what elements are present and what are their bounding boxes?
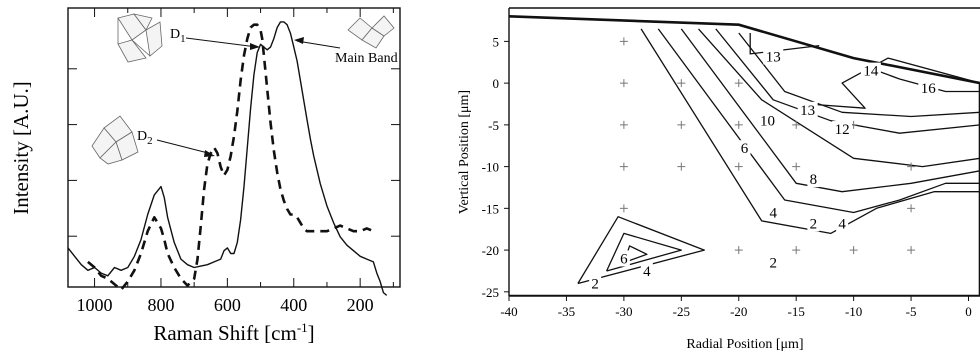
contour-label: 14 xyxy=(863,64,879,80)
contour-label: 13 xyxy=(800,103,815,119)
main-band-structure-icon xyxy=(347,15,395,49)
contour-label-bg xyxy=(738,140,751,157)
main-band-arrow xyxy=(296,40,341,49)
d1-arrow xyxy=(185,37,258,48)
d2-structure-icon xyxy=(91,115,139,165)
contour-label: 2 xyxy=(769,256,777,272)
contour-label: 16 xyxy=(921,81,937,97)
right-x-tick-label: -20 xyxy=(730,304,747,319)
left-ticks xyxy=(68,8,400,287)
left-x-axis-title: Raman Shift [cm-1] xyxy=(153,320,314,345)
contour-line xyxy=(807,57,980,109)
contour-label: 2 xyxy=(810,216,818,232)
d2-arrow xyxy=(156,139,213,155)
contour-label-bg xyxy=(807,171,820,188)
dashed-spectrum-line xyxy=(87,23,377,292)
main-band-label: Main Band xyxy=(335,51,398,66)
contour-label: 4 xyxy=(769,206,777,222)
contour-line xyxy=(657,28,980,214)
contour-label: 13 xyxy=(766,49,781,65)
right-y-tick-label: 0 xyxy=(493,76,500,91)
contour-line xyxy=(749,33,820,55)
contour-label-bg xyxy=(918,80,939,97)
left-plot-frame xyxy=(67,7,401,288)
d1-structure-icon xyxy=(117,13,163,63)
contour-label-bg xyxy=(832,121,853,138)
right-y-tick-label: -10 xyxy=(482,160,499,175)
right-x-axis-title: Radial Position [μm] xyxy=(686,337,803,352)
raman-spectrum-chart: 1000 800 600 400 200 D1 D2 xyxy=(9,7,401,345)
d1-annotation: D1 xyxy=(117,13,260,63)
contour-line xyxy=(606,232,682,272)
main-band-annotation: Main Band xyxy=(294,15,398,66)
left-series-group xyxy=(67,21,388,296)
sample-boundary-line xyxy=(509,15,980,296)
right-x-tick-label: -30 xyxy=(615,304,632,319)
contour-label: 4 xyxy=(643,264,651,280)
right-x-tick-label: -5 xyxy=(906,304,917,319)
contour-line xyxy=(698,28,980,168)
right-x-tick-label: -15 xyxy=(788,304,805,319)
contour-label: 10 xyxy=(760,114,775,130)
contour-label-bg xyxy=(763,48,784,65)
right-x-tick-label: -25 xyxy=(673,304,690,319)
right-y-tick-label: -25 xyxy=(482,285,499,300)
right-x-tick-label: 0 xyxy=(965,304,972,319)
contour-label-bg xyxy=(757,112,778,129)
contour-label-bg xyxy=(860,62,881,79)
left-x-tick-label: 400 xyxy=(280,295,307,315)
contour-label-bg xyxy=(617,250,630,267)
right-y-tick-label: 5 xyxy=(493,34,500,49)
d1-arrowhead xyxy=(250,43,260,50)
right-ticks: -40 -35 -30 -25 -20 -15 -10 -5 0 5 0 -5 -10 -15 -20 -25 xyxy=(482,34,972,319)
right-y-tick-label: -15 xyxy=(482,201,499,216)
contour-label: 12 xyxy=(835,122,850,138)
contour-label: 4 xyxy=(838,216,846,232)
contour-label-bg xyxy=(797,101,818,118)
d2-label: D2 xyxy=(137,129,153,147)
contour-label-bg xyxy=(640,262,653,279)
left-x-tick-label: 600 xyxy=(214,295,241,315)
contour-label: 6 xyxy=(620,251,628,267)
left-x-tick-label: 1000 xyxy=(77,295,113,315)
contour-label: 6 xyxy=(741,141,749,157)
contour-line xyxy=(640,28,980,235)
d2-annotation: D2 xyxy=(91,115,215,165)
left-x-tick-label: 200 xyxy=(347,295,374,315)
right-x-tick-label: -40 xyxy=(500,304,517,319)
left-y-axis-title: Intensity [A.U.] xyxy=(9,81,33,215)
d1-label: D1 xyxy=(170,27,186,45)
d2-arrowhead xyxy=(204,150,215,157)
main-band-arrowhead xyxy=(294,37,304,44)
right-x-tick-label: -10 xyxy=(845,304,862,319)
contour-line xyxy=(715,28,980,134)
contour-label-bg xyxy=(807,215,820,232)
contour-label-bg xyxy=(767,204,780,221)
contour-label: 2 xyxy=(591,276,599,292)
contour-label: 8 xyxy=(810,172,818,188)
solid-spectrum-line xyxy=(67,21,388,296)
contour-label-bg xyxy=(767,254,780,271)
contour-line xyxy=(680,28,980,193)
left-x-tick-labels: 1000 800 600 400 200 xyxy=(77,295,374,315)
right-x-tick-label: -35 xyxy=(558,304,575,319)
left-x-tick-label: 800 xyxy=(147,295,174,315)
right-y-tick-label: -5 xyxy=(488,118,499,133)
contour-line xyxy=(738,32,980,118)
right-y-axis-title: Vertical Position [μm] xyxy=(457,90,472,214)
contour-label-bg xyxy=(589,275,602,292)
contour-lines xyxy=(509,15,980,296)
contour-label-bg xyxy=(836,215,849,232)
right-y-tick-label: -20 xyxy=(482,243,499,258)
